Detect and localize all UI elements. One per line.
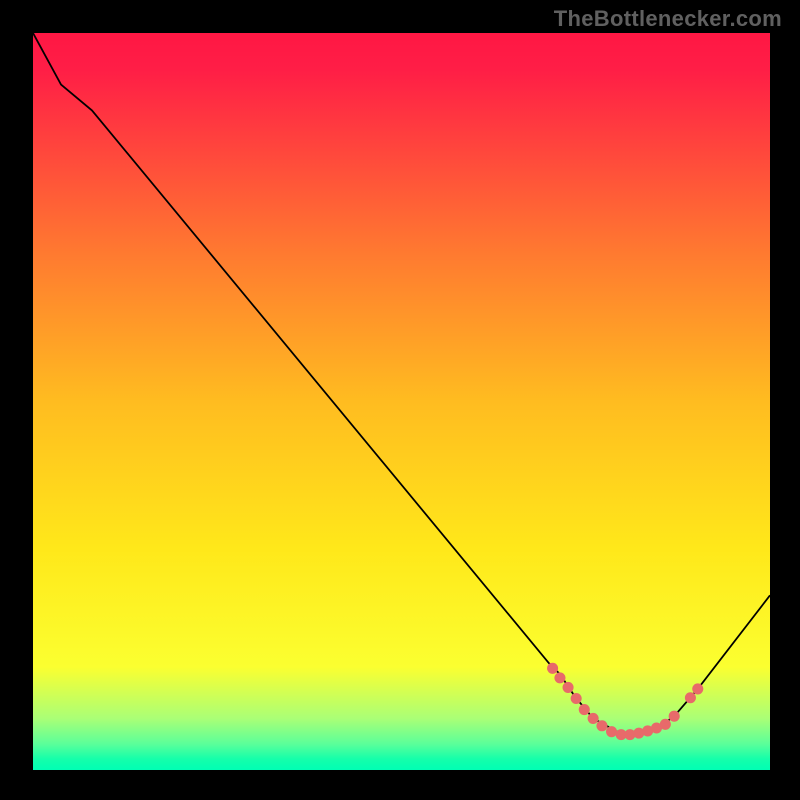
curve-dot — [554, 672, 565, 683]
curve-dot — [669, 711, 680, 722]
main-curve — [33, 33, 770, 735]
curve-dot — [692, 683, 703, 694]
curve-dot — [596, 720, 607, 731]
curve-overlay — [33, 33, 770, 770]
curve-dot — [685, 692, 696, 703]
curve-dot — [563, 682, 574, 693]
curve-dot — [588, 713, 599, 724]
curve-dot — [606, 726, 617, 737]
curve-dots — [547, 663, 703, 740]
plot-area — [33, 33, 770, 770]
curve-dot — [571, 693, 582, 704]
curve-dot — [660, 719, 671, 730]
curve-dot — [547, 663, 558, 674]
chart-container: TheBottlenecker.com — [0, 0, 800, 800]
watermark-text: TheBottlenecker.com — [554, 6, 782, 32]
curve-dot — [579, 704, 590, 715]
